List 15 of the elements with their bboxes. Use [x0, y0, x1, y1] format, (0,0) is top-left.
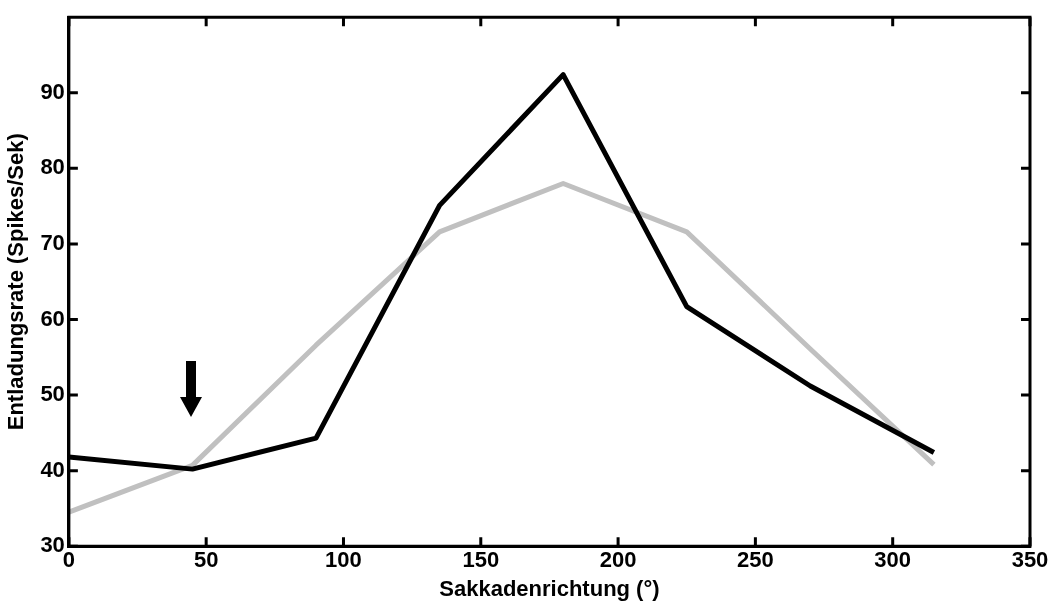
x-tick-label: 200	[599, 547, 637, 573]
x-tick-label: 50	[193, 547, 219, 573]
y-axis-title: Entladungsrate (Spikes/Sek)	[3, 133, 29, 431]
x-tick-label: 100	[325, 547, 362, 573]
y-tick-label: 90	[40, 78, 65, 104]
x-tick-label: 150	[462, 547, 500, 573]
x-axis-title: Sakkadenrichtung (°)	[439, 575, 660, 601]
x-tick-label: 300	[874, 547, 912, 573]
y-tick-label: 70	[40, 229, 65, 255]
y-tick-label: 60	[40, 305, 65, 331]
y-tick-label: 50	[40, 381, 65, 407]
y-tick-label: 40	[40, 456, 65, 482]
x-tick-label: 250	[737, 547, 774, 573]
x-tick-label: 350	[1011, 547, 1049, 573]
y-tick-label: 80	[40, 154, 65, 180]
